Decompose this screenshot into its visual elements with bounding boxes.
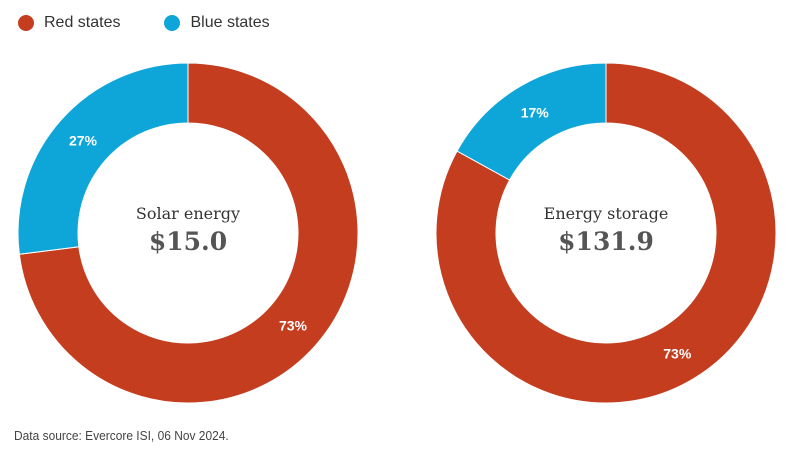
legend-label-blue-states: Blue states (190, 14, 270, 31)
center-value-energy-storage: $131.9 (558, 227, 654, 256)
data-label-solar-energy-red-states: 73% (279, 318, 308, 334)
legend-swatch-blue (164, 15, 181, 31)
legend-label-red-states: Red states (44, 14, 121, 31)
data-source-note: Data source: Evercore ISI, 06 Nov 2024. (14, 428, 229, 443)
legend-item-red-states: Red states (18, 14, 120, 32)
legend: Red states Blue states (18, 14, 314, 32)
slice-solar-energy-blue-states (17, 62, 189, 255)
donut-chart-solar-energy: 73% 27% Solar energy $15.0 (17, 62, 359, 404)
slice-solar-energy-red-states (18, 62, 359, 404)
data-label-solar-energy-blue-states: 27% (69, 132, 98, 148)
legend-item-blue-states: Blue states (164, 14, 270, 32)
center-value-solar-energy: $15.0 (149, 227, 227, 256)
data-label-energy-storage-blue-states: 17% (521, 104, 550, 120)
center-title-energy-storage: Energy storage (544, 204, 669, 223)
slice-energy-storage-red-states (435, 62, 777, 404)
data-label-energy-storage-red-states: 73% (663, 346, 692, 362)
legend-swatch-red (18, 15, 34, 31)
slice-energy-storage-blue-states (456, 62, 607, 181)
donut-chart-energy-storage: 73% 17% Energy storage $131.9 (435, 62, 777, 404)
center-title-solar-energy: Solar energy (136, 204, 240, 223)
